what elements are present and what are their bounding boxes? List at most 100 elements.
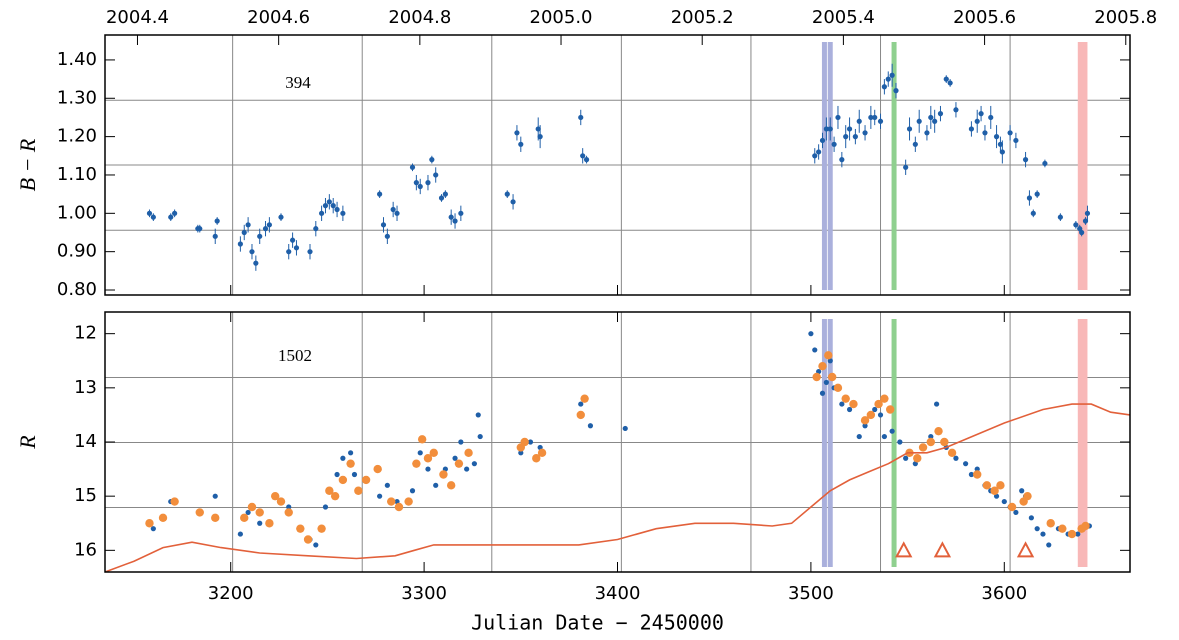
data-point — [1007, 130, 1013, 136]
data-point — [322, 504, 329, 510]
data-point — [195, 508, 204, 517]
data-point — [330, 491, 340, 501]
data-point — [874, 399, 883, 409]
data-point — [442, 191, 448, 197]
data-point — [361, 475, 371, 485]
y-tick-label: 1.20 — [57, 126, 97, 147]
data-point — [237, 241, 243, 247]
data-point — [168, 214, 174, 220]
data-point — [827, 126, 833, 132]
data-point — [897, 439, 903, 445]
data-point — [839, 157, 845, 163]
data-point — [334, 471, 340, 478]
data-point — [170, 497, 179, 506]
data-point — [982, 130, 988, 136]
data-point — [245, 222, 251, 228]
data-point — [425, 180, 431, 186]
data-point — [993, 134, 1000, 140]
data-point — [812, 372, 821, 382]
data-point — [518, 141, 524, 147]
triangle-marker — [895, 541, 913, 558]
data-point — [417, 183, 423, 190]
data-point — [877, 118, 884, 124]
data-point — [580, 394, 589, 403]
data-point — [338, 475, 348, 485]
data-point — [578, 114, 584, 121]
x2-tick-label: 2005.0 — [530, 7, 593, 28]
data-point — [373, 464, 382, 474]
data-point — [852, 134, 858, 140]
data-point — [849, 399, 858, 409]
data-point — [518, 450, 524, 456]
data-point — [974, 466, 980, 472]
data-point — [940, 437, 949, 447]
x2-tick-label: 2004.6 — [247, 7, 310, 28]
data-point — [241, 229, 247, 236]
data-point — [835, 114, 841, 121]
data-point — [249, 249, 255, 255]
panel-annotation: 394 — [285, 73, 311, 92]
y-tick-label: 1.10 — [57, 164, 97, 185]
data-point — [1023, 491, 1032, 501]
data-point — [1079, 229, 1085, 236]
plot-frame — [104, 311, 1131, 573]
data-point — [384, 233, 390, 239]
data-point — [293, 245, 300, 251]
data-point — [1034, 526, 1040, 532]
x-tick-label: 3200 — [208, 583, 254, 604]
data-point — [384, 482, 390, 488]
data-point — [452, 218, 458, 224]
highlight-band — [821, 319, 827, 567]
data-point — [818, 361, 827, 371]
data-point — [464, 448, 473, 458]
data-point — [454, 459, 464, 468]
y-tick-label: 12 — [74, 323, 97, 344]
data-point — [439, 470, 448, 479]
data-point — [172, 210, 178, 216]
data-point — [265, 519, 274, 528]
data-point — [889, 428, 895, 434]
data-point — [973, 470, 982, 479]
data-point — [334, 206, 340, 213]
data-point — [885, 405, 895, 414]
y-tick-label: 0.80 — [57, 279, 97, 300]
y-tick-label: 0.90 — [57, 241, 97, 262]
data-point — [197, 226, 203, 232]
data-point — [872, 406, 878, 413]
data-point — [1019, 488, 1025, 494]
x-tick-label: 3400 — [595, 583, 641, 604]
data-point — [889, 72, 895, 78]
data-point — [576, 410, 585, 420]
data-point — [856, 433, 862, 440]
x-axis-label: Julian Date − 2450000 — [471, 611, 724, 635]
data-point — [885, 76, 891, 82]
data-point — [253, 260, 259, 266]
x2-tick-label: 2004.4 — [106, 7, 169, 28]
data-point — [932, 118, 938, 124]
data-point — [270, 491, 280, 501]
data-point — [990, 486, 999, 495]
y-tick-label: 1.40 — [57, 49, 97, 70]
data-point — [1007, 502, 1017, 512]
data-point — [947, 448, 957, 458]
data-point — [417, 450, 423, 456]
data-point — [520, 437, 529, 447]
data-point — [996, 481, 1005, 490]
data-point — [808, 331, 814, 337]
data-point — [953, 107, 959, 113]
data-point — [387, 497, 396, 506]
data-point — [429, 448, 438, 458]
data-point — [211, 513, 220, 523]
data-point — [893, 88, 899, 94]
data-point — [245, 509, 251, 516]
data-point — [313, 542, 319, 548]
data-point — [583, 157, 590, 163]
data-point — [423, 454, 433, 463]
data-point — [284, 508, 293, 517]
data-point — [974, 118, 980, 124]
data-point — [1013, 509, 1019, 516]
data-point — [413, 180, 419, 186]
data-point — [477, 433, 483, 440]
data-point — [214, 218, 220, 224]
data-point — [906, 126, 913, 132]
